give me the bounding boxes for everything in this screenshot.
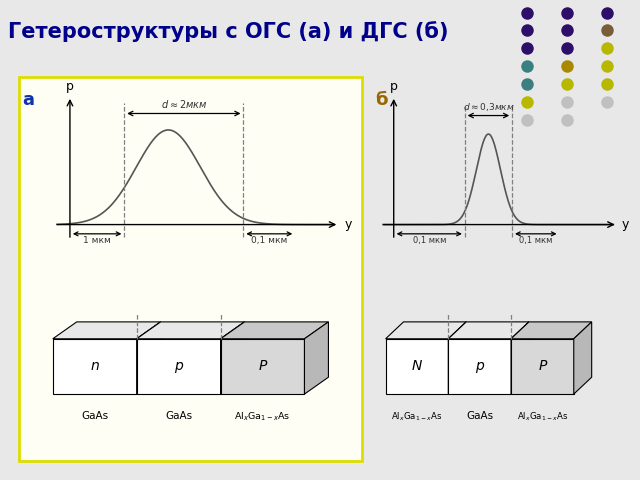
Text: 1 мкм: 1 мкм: [83, 236, 111, 245]
Polygon shape: [448, 322, 529, 339]
Text: Гетероструктуры с ОГС (а) и ДГС (б): Гетероструктуры с ОГС (а) и ДГС (б): [8, 21, 448, 42]
Text: а: а: [22, 91, 35, 109]
Text: p: p: [174, 360, 183, 373]
Text: GaAs: GaAs: [466, 411, 493, 421]
Text: Al$_x$Ga$_{1-x}$As: Al$_x$Ga$_{1-x}$As: [234, 411, 291, 423]
Polygon shape: [221, 339, 305, 394]
Text: Al$_x$Ga$_{1-x}$As: Al$_x$Ga$_{1-x}$As: [391, 411, 443, 423]
Polygon shape: [511, 339, 574, 394]
Text: Al$_x$Ga$_{1-x}$As: Al$_x$Ga$_{1-x}$As: [516, 411, 568, 423]
Polygon shape: [305, 322, 328, 394]
Polygon shape: [574, 322, 591, 394]
Polygon shape: [137, 322, 244, 339]
Text: 0,1 мкм: 0,1 мкм: [519, 236, 552, 245]
Text: p: p: [66, 80, 74, 93]
Polygon shape: [221, 322, 328, 339]
Text: P: P: [538, 360, 547, 373]
Text: p: p: [476, 360, 484, 373]
FancyBboxPatch shape: [19, 77, 362, 461]
Text: $d\approx 0{,}3$мкм: $d\approx 0{,}3$мкм: [463, 101, 515, 113]
Text: 0,1 мкм: 0,1 мкм: [251, 236, 287, 245]
Polygon shape: [511, 322, 529, 394]
Polygon shape: [385, 322, 466, 339]
Text: GaAs: GaAs: [81, 411, 108, 421]
Polygon shape: [52, 322, 161, 339]
Polygon shape: [137, 339, 221, 394]
Polygon shape: [448, 339, 511, 394]
Text: GaAs: GaAs: [165, 411, 192, 421]
Text: y: y: [622, 218, 629, 231]
Polygon shape: [448, 322, 466, 394]
Text: б: б: [376, 91, 388, 109]
Text: 0,1 мкм: 0,1 мкм: [413, 236, 446, 245]
Polygon shape: [221, 322, 244, 394]
Text: y: y: [344, 218, 352, 231]
Polygon shape: [52, 339, 137, 394]
Polygon shape: [385, 339, 448, 394]
Polygon shape: [137, 322, 161, 394]
Text: p: p: [390, 80, 397, 93]
Polygon shape: [511, 322, 591, 339]
Text: $d\approx 2$мкм: $d\approx 2$мкм: [161, 98, 207, 110]
Text: P: P: [259, 360, 267, 373]
Text: n: n: [90, 360, 99, 373]
Text: N: N: [412, 360, 422, 373]
